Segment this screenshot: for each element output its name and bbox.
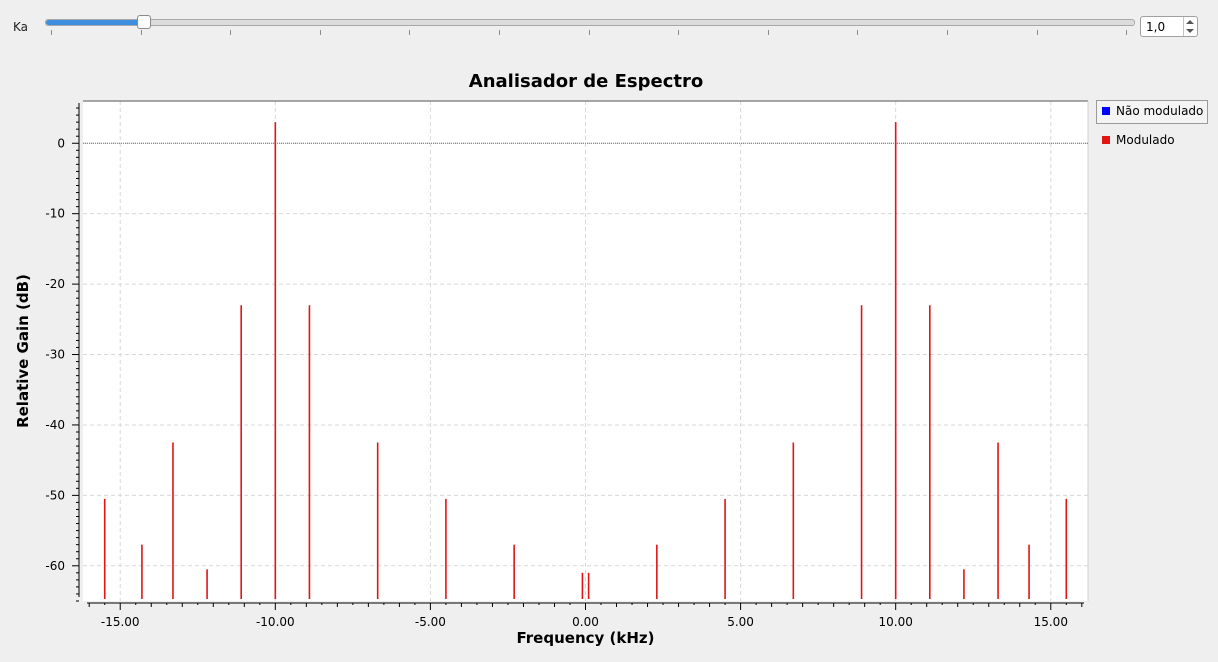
slider-tick (947, 30, 948, 35)
y-tick-label: -50 (45, 488, 65, 502)
x-tick-label: 15.00 (1034, 615, 1068, 629)
legend-item-nao-modulado[interactable]: Não modulado (1102, 104, 1203, 118)
chart-title: Analisador de Espectro (468, 71, 704, 92)
ka-slider-handle[interactable] (136, 15, 151, 29)
legend-frame (1096, 100, 1208, 124)
ka-spinbox-value: 1,0 (1146, 20, 1166, 34)
x-tick-label: 0.00 (572, 615, 599, 629)
y-tick-label: -40 (45, 418, 65, 432)
ka-label: Ka (13, 20, 29, 34)
slider-tick (857, 30, 859, 35)
slider-tick (499, 30, 500, 35)
y-tick-label: -30 (45, 348, 65, 362)
y-tick-label: -60 (45, 559, 65, 573)
slider-tick (1036, 30, 1038, 35)
x-tick-label: 10.00 (879, 615, 913, 629)
x-tick-label: -10.00 (256, 615, 295, 629)
x-tick-label: -5.00 (415, 615, 446, 629)
y-axis-label: Relative Gain (dB) (14, 274, 32, 428)
ka-spinbox[interactable]: 1,0 (1140, 16, 1198, 37)
spin-buttons[interactable] (1183, 17, 1197, 36)
slider-tick (767, 30, 769, 35)
y-tick-label: -10 (45, 207, 65, 221)
slider-tick (51, 30, 52, 35)
y-tick-label: 0 (57, 136, 65, 150)
slider-tick (140, 30, 142, 35)
slider-tick (230, 30, 232, 35)
x-tick-label: 5.00 (727, 615, 754, 629)
spin-down-icon[interactable] (1186, 29, 1194, 33)
legend-label: Modulado (1116, 133, 1175, 147)
legend-label: Não modulado (1116, 104, 1204, 118)
legend-item-modulado[interactable]: Modulado (1102, 133, 1175, 147)
ka-slider[interactable] (45, 19, 1135, 26)
legend: Não modulado Modulado (1096, 100, 1208, 147)
legend-swatch-blue (1102, 107, 1110, 115)
slider-tick (319, 30, 321, 35)
x-tick-label: -15.00 (101, 615, 140, 629)
slider-tick (588, 30, 590, 35)
ka-slider-ticks (0, 30, 1218, 38)
spin-up-icon[interactable] (1186, 20, 1194, 24)
plot-area (83, 101, 1088, 601)
legend-swatch-red (1102, 136, 1110, 144)
slider-tick (409, 30, 411, 35)
x-axis-label: Frequency (kHz) (517, 629, 655, 647)
slider-tick (1126, 30, 1128, 35)
slider-tick (678, 30, 680, 35)
y-tick-label: -20 (45, 277, 65, 291)
ka-slider-fill (46, 20, 142, 25)
